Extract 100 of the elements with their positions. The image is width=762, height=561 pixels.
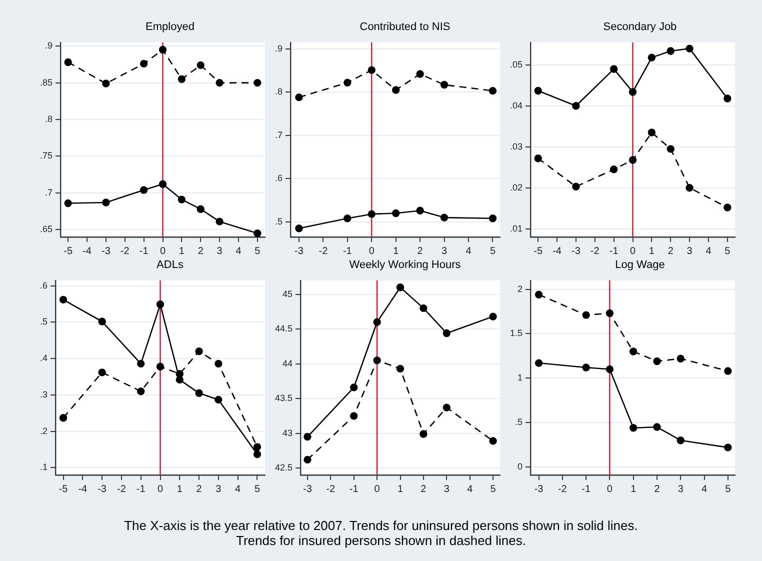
x-tick-label: -2 [120,246,130,257]
x-tick-label: 3 [442,246,448,257]
point [156,300,164,308]
y-tick-label: .1 [40,462,48,472]
x-tick-label: -1 [609,246,619,257]
point [195,389,203,398]
point [442,404,450,412]
x-tick-label: -1 [342,246,352,257]
chart-title: Log Wage [614,258,666,272]
point [98,318,106,326]
y-tick-label: .65 [40,224,53,234]
chart-title: Employed [144,20,196,34]
y-tick-label: .5 [514,417,523,428]
x-tick-label: 0 [374,484,380,495]
x-tick-label: -1 [582,484,591,495]
x-tick-label: 0 [157,484,164,495]
point [254,78,262,87]
x-tick-label: -3 [534,484,544,495]
point [628,88,637,96]
x-tick-label: 4 [706,246,712,257]
point [195,347,203,356]
y-tick-label: .5 [40,316,48,327]
x-tick-label: 5 [724,246,731,257]
chart-title: Weekly Working Hours [348,258,462,272]
point [373,356,381,364]
y-tick-label: 0 [517,461,523,472]
x-tick-label: 2 [417,246,424,257]
point [140,186,148,194]
point [420,430,428,438]
y-tick-label: .85 [40,77,53,88]
x-tick-label: 4 [467,484,474,495]
x-tick-label: -2 [326,484,336,495]
point [489,437,497,445]
point [304,432,312,441]
y-tick-label: 45 [282,288,293,299]
point [196,61,204,70]
point [368,66,376,74]
y-tick-label: .9 [44,40,53,51]
point [629,424,638,432]
x-tick-label: -3 [572,246,581,257]
x-tick-label: 0 [368,246,375,257]
x-tick-label: 3 [678,484,684,495]
x-tick-label: -1 [349,484,359,495]
x-tick-label: -2 [318,246,328,257]
point [534,290,543,298]
point [534,154,542,162]
x-tick-label: -4 [78,484,88,495]
point [676,436,684,444]
y-tick-label: .3 [40,389,48,400]
point [629,348,638,356]
x-tick-label: 2 [668,246,674,257]
point [653,357,661,366]
y-tick-label: .01 [510,223,523,234]
point [178,196,186,204]
x-tick-label: 2 [196,484,202,495]
point [344,214,352,222]
x-tick-label: 1 [397,484,404,495]
point [176,376,184,384]
point [440,80,448,89]
y-tick-label: .8 [44,114,53,124]
point [253,450,262,458]
y-tick-label: 2 [517,284,523,294]
point [416,206,424,214]
x-tick-label: -3 [102,246,111,257]
point [392,86,400,94]
point [724,444,732,452]
point [350,412,358,420]
point [606,309,614,318]
point [64,58,72,66]
y-tick-label: .02 [510,182,523,192]
point [396,364,404,373]
y-tick-label: 44.5 [274,324,293,334]
point [392,209,400,218]
point [216,218,224,226]
point [140,60,148,68]
point [488,214,497,222]
y-tick-label: 42.5 [274,462,293,473]
text: The X-axis is the year relative to 2007. Trends for uninsured persons shown in solid lines. [123,518,639,533]
point [102,80,110,88]
point [442,329,450,338]
point [214,396,222,404]
y-tick-label: .7 [44,187,53,198]
x-tick-label: 3 [216,246,223,257]
point [534,86,542,95]
x-tick-label: 4 [235,484,242,495]
point [196,205,204,213]
y-tick-label: 43.5 [274,393,293,404]
point [137,360,145,368]
x-tick-label: 2 [654,484,660,495]
x-tick-label: 3 [444,484,450,495]
x-tick-label: 4 [466,246,472,257]
x-tick-label: -5 [58,484,68,495]
x-tick-label: -5 [534,246,543,257]
x-tick-label: 1 [630,484,637,495]
point [214,360,222,368]
point [396,284,404,292]
point [724,204,732,212]
point [158,180,167,188]
point [420,304,428,312]
x-tick-label: 0 [630,246,636,257]
